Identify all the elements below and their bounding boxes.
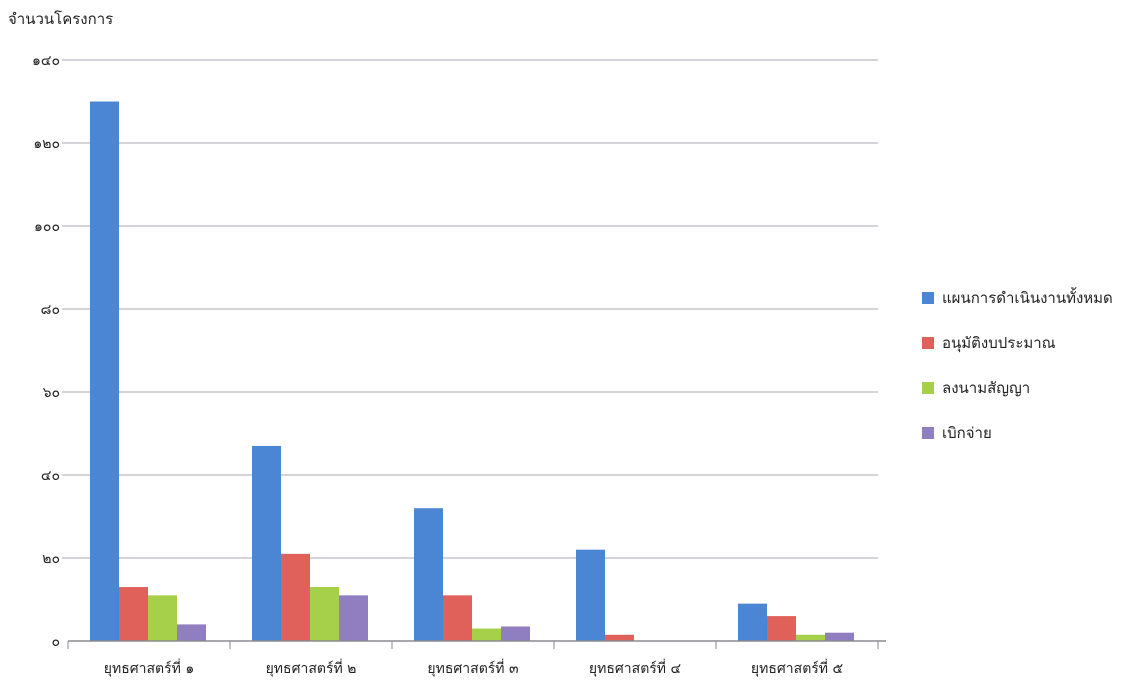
legend: แผนการดำเนินงานทั้งหมดอนุมัติงบประมาณลงน… bbox=[922, 287, 1113, 442]
bar bbox=[796, 634, 825, 641]
bars bbox=[90, 101, 854, 641]
gridlines bbox=[62, 59, 878, 559]
bar bbox=[339, 595, 368, 641]
y-axis-ticks: ๐ ๒๐ ๔๐ ๖๐ ๘๐ ๑๐๐ ๑๒๐ ๑๔๐ bbox=[32, 53, 60, 650]
y-tick-label: ๑๐๐ bbox=[34, 219, 60, 235]
y-tick-label: ๑๒๐ bbox=[33, 136, 60, 152]
bar bbox=[310, 587, 339, 641]
x-axis: ยุทธศาสตร์ที่ ๑ ยุทธศาสตร์ที่ ๒ ยุทธศาสตร์… bbox=[67, 640, 886, 677]
bar bbox=[119, 587, 148, 641]
legend-swatch bbox=[922, 292, 934, 304]
legend-swatch bbox=[922, 337, 934, 349]
x-tick-label: ยุทธศาสตร์ที่ ๕ bbox=[751, 659, 843, 677]
legend-label: อนุมัติงบประมาณ bbox=[942, 334, 1056, 353]
legend-swatch bbox=[922, 382, 934, 394]
bar bbox=[90, 101, 119, 641]
legend-label: แผนการดำเนินงานทั้งหมด bbox=[942, 287, 1113, 307]
bar bbox=[252, 445, 281, 641]
y-tick-label: ๔๐ bbox=[41, 468, 60, 484]
x-tick-label: ยุทธศาสตร์ที่ ๔ bbox=[589, 659, 681, 677]
x-tick-label: ยุทธศาสตร์ที่ ๒ bbox=[266, 659, 357, 677]
y-tick-label: ๖๐ bbox=[43, 385, 60, 401]
bar bbox=[281, 553, 310, 641]
y-tick-label: ๒๐ bbox=[42, 551, 60, 567]
legend-label: เบิกจ่าย bbox=[942, 424, 992, 442]
y-axis-label: จำนวนโครงการ bbox=[8, 10, 113, 28]
bar bbox=[443, 595, 472, 641]
legend-label: ลงนามสัญญา bbox=[942, 379, 1030, 397]
bar bbox=[738, 603, 767, 641]
bar bbox=[177, 624, 206, 641]
bar bbox=[414, 508, 443, 641]
bar bbox=[767, 616, 796, 641]
y-tick-label: ๘๐ bbox=[41, 302, 60, 318]
x-tick-label: ยุทธศาสตร์ที่ ๑ bbox=[104, 659, 194, 677]
bar bbox=[576, 549, 605, 641]
y-tick-label: ๑๔๐ bbox=[32, 53, 60, 69]
bar bbox=[825, 632, 854, 641]
bar bbox=[472, 628, 501, 641]
legend-swatch bbox=[922, 427, 934, 439]
bar bbox=[605, 634, 634, 641]
bar bbox=[148, 595, 177, 641]
x-tick-label: ยุทธศาสตร์ที่ ๓ bbox=[427, 659, 518, 677]
y-tick-label: ๐ bbox=[51, 634, 60, 650]
bar bbox=[501, 626, 530, 641]
